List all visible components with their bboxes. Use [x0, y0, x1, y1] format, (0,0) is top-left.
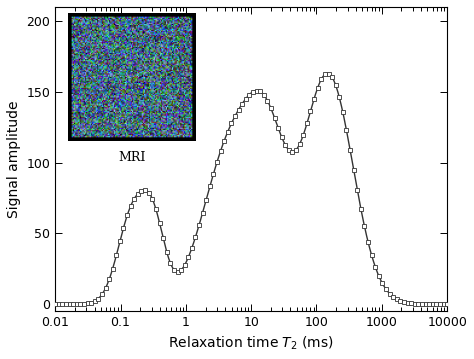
X-axis label: Relaxation time $T_2$ (ms): Relaxation time $T_2$ (ms): [168, 335, 334, 352]
Y-axis label: Signal amplitude: Signal amplitude: [7, 101, 21, 218]
